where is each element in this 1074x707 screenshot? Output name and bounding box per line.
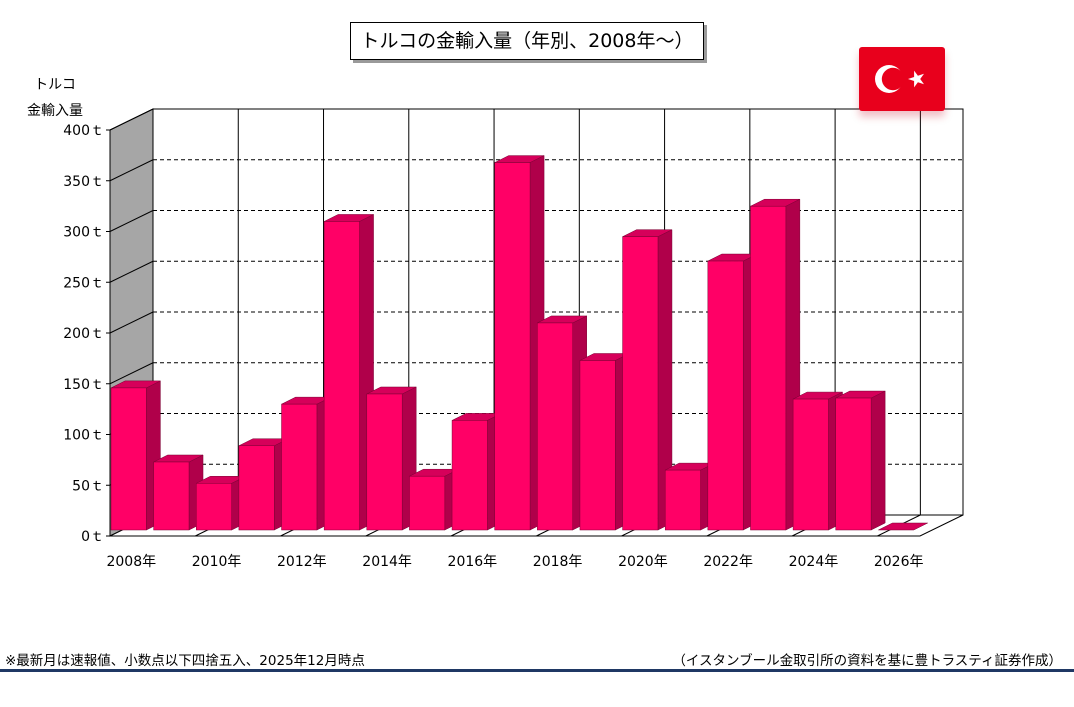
side-gridline <box>109 159 154 182</box>
side-gridline <box>109 260 154 283</box>
bar-2009 <box>153 454 204 531</box>
bar-2019 <box>579 353 630 531</box>
bar-2016 <box>451 412 502 531</box>
y-tick-labels: 0ｔ 50ｔ 100ｔ 150ｔ 200ｔ 250ｔ 300ｔ 350ｔ 400ｔ <box>63 123 110 545</box>
side-gridline <box>109 210 154 232</box>
y-tick-label: 350ｔ <box>63 174 104 190</box>
y-tick-label: 150ｔ <box>63 377 104 393</box>
bar-front <box>110 387 147 531</box>
bar-2021 <box>664 462 715 531</box>
x-tick-label: 2016年 <box>448 554 498 570</box>
x-tick-label: 2010年 <box>192 554 242 570</box>
bar-front <box>196 483 232 531</box>
footer-divider <box>0 669 1074 672</box>
bar-front <box>409 475 446 531</box>
turkey-flag-icon <box>859 47 945 111</box>
bar-2024 <box>792 391 843 531</box>
crescent-star-icon <box>875 65 924 93</box>
bar-front <box>792 398 829 531</box>
x-tick-label: 2026年 <box>874 554 924 570</box>
bar-2026 <box>878 522 928 531</box>
x-tick-label: 2022年 <box>703 554 753 570</box>
x-tick-labels: 2008年 2010年 2012年 2014年 2016年 2018年 2020年 2022年… <box>106 554 923 570</box>
bar-2010 <box>196 475 246 531</box>
x-tick-label: 2008年 <box>106 554 156 570</box>
bar-front <box>622 236 659 531</box>
bar-2014 <box>366 386 417 531</box>
x-tick-label: 2014年 <box>362 554 412 570</box>
bar-2020 <box>622 229 673 531</box>
bar-2023 <box>750 198 801 531</box>
bars <box>110 155 928 531</box>
x-tick-label: 2012年 <box>277 554 327 570</box>
side-gridline <box>109 311 154 334</box>
y-tick-label: 50ｔ <box>72 478 104 494</box>
bar-2013 <box>323 214 374 531</box>
bar-front <box>366 393 403 531</box>
bar-2025 <box>835 390 886 531</box>
bar-front <box>750 205 787 531</box>
bar-front <box>281 403 318 531</box>
bar-front <box>494 162 531 531</box>
y-tick-label: 400ｔ <box>63 123 104 139</box>
side-gridline <box>109 362 154 385</box>
bar-front <box>238 445 275 531</box>
y-axis-label: トルコ 金輸入量 <box>22 72 88 124</box>
y-axis-label-line-1: トルコ <box>34 77 76 93</box>
bar-2012 <box>281 396 332 531</box>
bar-2018 <box>537 315 587 531</box>
y-tick-label: 300ｔ <box>63 225 104 241</box>
bar-2022 <box>707 253 758 531</box>
x-tick-label: 2020年 <box>618 554 668 570</box>
bar-front <box>835 397 872 531</box>
bar-front <box>579 360 616 531</box>
x-tick-label: 2024年 <box>789 554 839 570</box>
y-axis-label-line-2: 金輸入量 <box>27 103 83 119</box>
bar-side <box>870 390 886 531</box>
x-tick-label: 2018年 <box>533 554 583 570</box>
footnote: ※最新月は速報値、小数点以下四捨五入、2025年12月時点 <box>5 653 365 669</box>
y-tick-label: 0ｔ <box>81 529 104 545</box>
bar-top <box>878 522 928 531</box>
bar-2015 <box>409 468 460 531</box>
bar-2017 <box>494 155 545 531</box>
bar-front <box>451 420 488 531</box>
bar-2008 <box>110 380 161 531</box>
chart-title: トルコの金輸入量（年別、2008年～） <box>350 22 704 60</box>
side-gridline <box>109 108 154 131</box>
y-tick-label: 200ｔ <box>63 326 104 342</box>
y-tick-label: 100ｔ <box>63 428 104 444</box>
y-tick-label: 250ｔ <box>63 275 104 291</box>
bar-front <box>537 322 573 531</box>
bar-front <box>707 260 744 531</box>
bar-front <box>664 469 701 531</box>
bar-front <box>323 221 360 531</box>
source-credit: （イスタンブール金取引所の資料を基に豊トラスティ証券作成） <box>672 653 1062 669</box>
bar-front <box>153 461 190 531</box>
bar-2011 <box>238 438 289 531</box>
